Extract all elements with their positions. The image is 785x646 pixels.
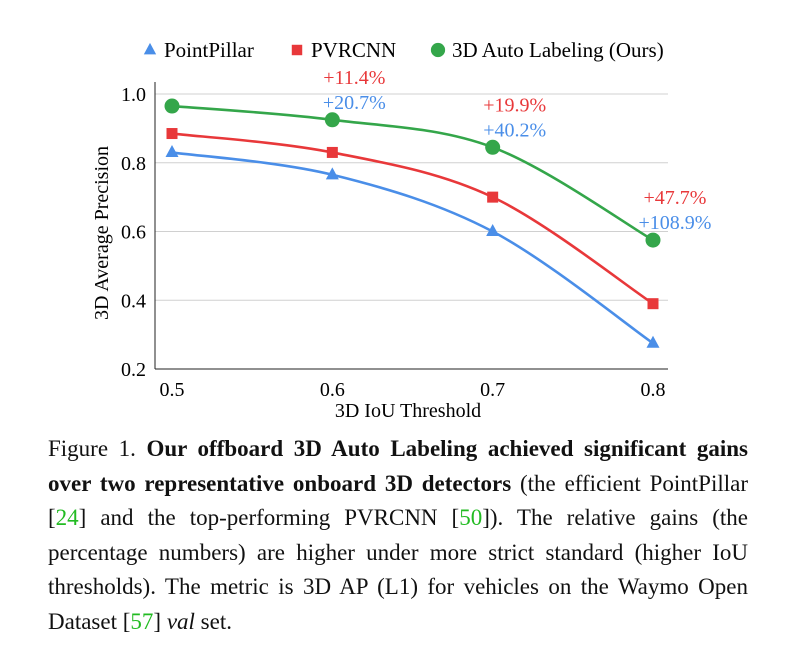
citation-link-1[interactable]: 24: [55, 505, 79, 530]
gain-label-vs-pvrcnn: +11.4%: [323, 67, 385, 89]
caption-text-3: ]). The relative gains (the percentage n…: [48, 505, 748, 634]
x-tick-label: 0.6: [320, 379, 345, 401]
data-point-circle: [645, 232, 661, 248]
y-tick-label: 0.4: [121, 290, 146, 312]
caption-text-5: set.: [194, 608, 232, 634]
caption-text-2: ] and the top-performing PVRCNN [: [78, 505, 460, 530]
grid-lines: [155, 93, 668, 301]
citation-link-3[interactable]: 57: [130, 608, 154, 634]
y-axis-label: 3D Average Precision: [91, 146, 113, 320]
series-markers: [164, 98, 661, 348]
caption-label: Figure 1.: [48, 436, 136, 461]
gain-label-vs-pointpillar: +108.9%: [639, 212, 712, 234]
caption-text-4: ]: [153, 608, 167, 634]
data-point-circle: [164, 98, 180, 114]
data-point-triangle: [646, 335, 660, 348]
legend-marker-triangle: [143, 42, 157, 55]
gain-label-vs-pvrcnn: +47.7%: [644, 187, 707, 209]
y-tick-labels: 0.2 0.4 0.6 0.8 1.0: [121, 84, 146, 381]
gain-label-vs-pointpillar: +20.7%: [323, 92, 386, 114]
legend-marker-circle: [430, 42, 446, 58]
x-tick-labels: 0.5 0.6 0.7 0.8: [160, 379, 666, 401]
data-point-circle: [485, 139, 501, 155]
y-tick-label: 0.8: [121, 153, 146, 175]
gain-annotations: +11.4% +20.7% +19.9% +40.2% +47.7% +108.9%: [323, 67, 712, 234]
y-tick-label: 1.0: [121, 84, 146, 106]
gain-label-vs-pvrcnn: +19.9%: [483, 94, 546, 116]
x-axis-label: 3D IoU Threshold: [335, 400, 481, 422]
series-lines: [171, 104, 654, 345]
caption-italic: val: [166, 608, 195, 634]
data-point-square: [487, 191, 499, 203]
data-point-triangle: [486, 224, 500, 237]
series-line-triangle: [171, 151, 654, 345]
legend-label: 3D Auto Labeling (Ours): [452, 38, 664, 62]
y-tick-label: 0.2: [121, 359, 146, 381]
data-point-triangle: [165, 144, 179, 157]
x-tick-label: 0.8: [641, 379, 666, 401]
caption-bold-text: Our offboard 3D Auto Labeling achieved s…: [48, 436, 748, 496]
data-point-circle: [324, 112, 340, 128]
legend-label: PointPillar: [164, 38, 254, 62]
legend-label: PVRCNN: [311, 38, 396, 62]
data-point-square: [166, 128, 178, 140]
axes: [154, 82, 668, 370]
caption-text-1: (the efficient PointPillar [: [48, 470, 748, 531]
legend: PointPillar PVRCNN 3D Auto Labeling (Ours): [143, 38, 664, 62]
x-tick-label: 0.5: [160, 379, 185, 401]
figure-caption: Figure 1. Our offboard 3D Auto Labeling …: [48, 432, 748, 639]
series-line-square: [171, 132, 654, 305]
series-line-circle: [171, 104, 654, 242]
legend-marker-square: [291, 44, 303, 56]
y-tick-label: 0.6: [121, 222, 146, 244]
data-point-square: [326, 146, 338, 158]
gain-label-vs-pointpillar: +40.2%: [483, 119, 546, 141]
data-point-square: [647, 298, 659, 310]
x-tick-label: 0.7: [480, 379, 505, 401]
line-chart: 0.2 0.4 0.6 0.8 1.0 0.5 0.6 0.7 0.8 3D IoU Thre…: [91, 38, 712, 422]
citation-link-2[interactable]: 50: [459, 505, 483, 530]
data-point-triangle: [325, 167, 339, 180]
